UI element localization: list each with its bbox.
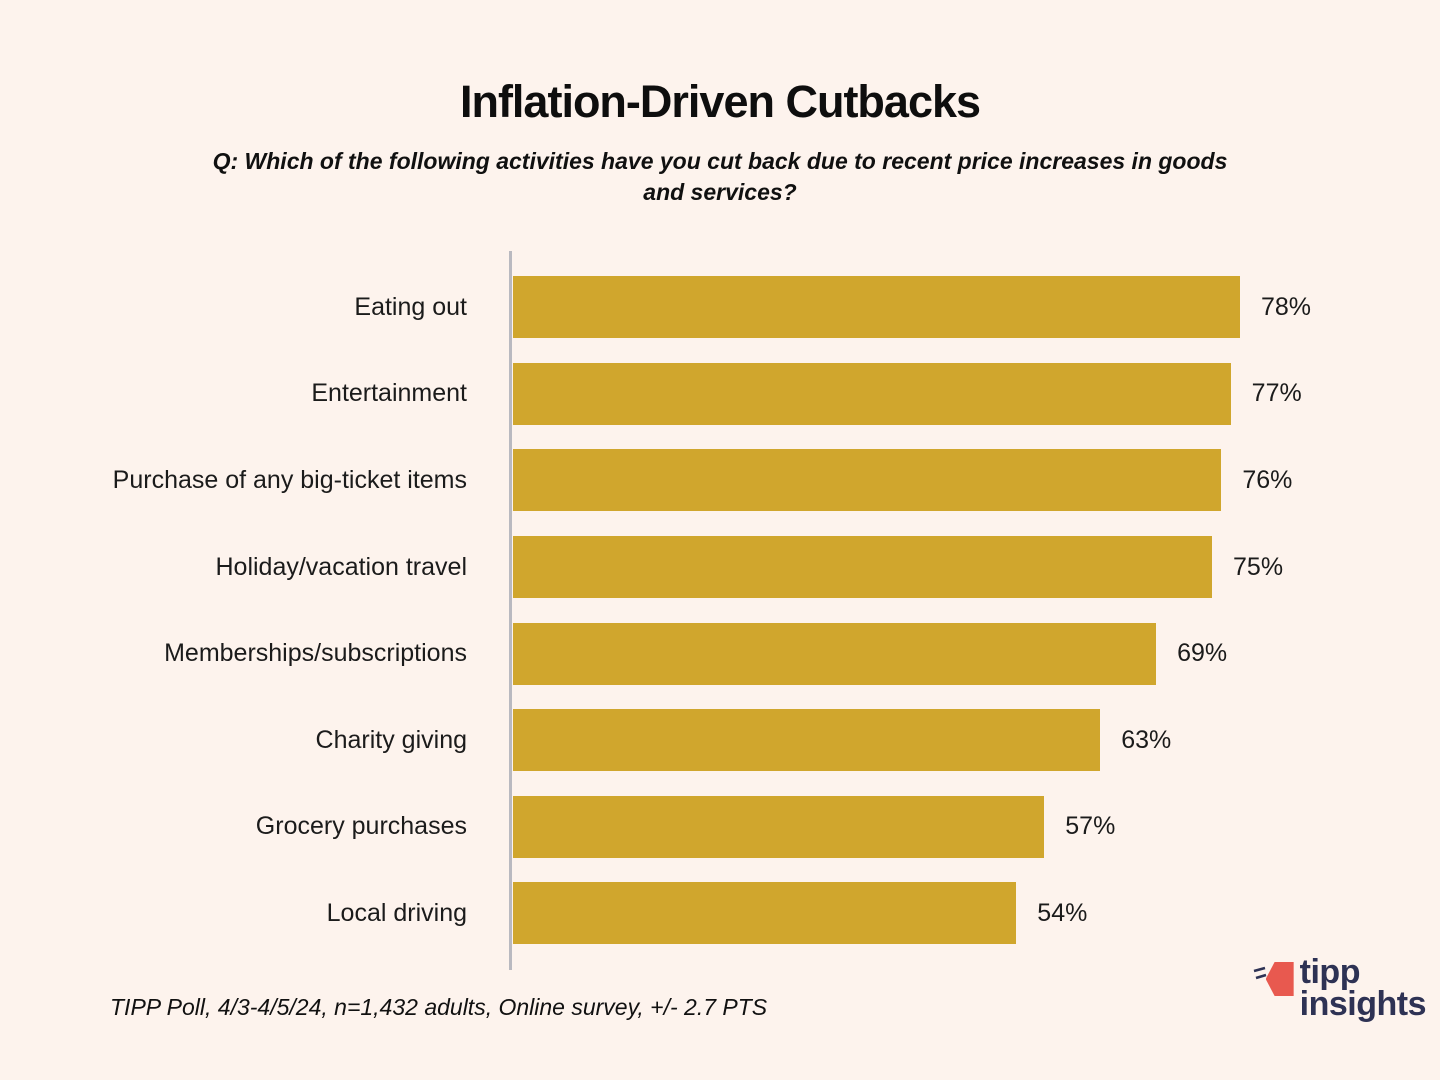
bar-row: Holiday/vacation travel 75% <box>0 524 1440 611</box>
bar-row: Grocery purchases 57% <box>0 784 1440 871</box>
bar-value-label: 78% <box>1261 292 1312 321</box>
logo-line2: insights <box>1299 985 1427 1023</box>
category-label: Purchase of any big-ticket items <box>112 465 467 494</box>
category-label: Entertainment <box>311 379 467 408</box>
bar-area: 54% <box>513 882 1088 945</box>
logo-speed-lines-icon <box>1253 966 1267 980</box>
bar-area: 77% <box>513 362 1302 425</box>
bar-area: 63% <box>513 709 1172 772</box>
category-label: Memberships/subscriptions <box>164 639 467 668</box>
bar <box>513 276 1240 339</box>
tipp-flag-arrow-icon <box>1253 960 1296 1000</box>
logo-wordmark: tipp insights <box>1299 953 1427 1023</box>
bar-value-label: 77% <box>1251 379 1302 408</box>
bar-area: 69% <box>513 622 1228 685</box>
y-axis-line <box>509 251 512 970</box>
bar-value-label: 63% <box>1121 725 1172 754</box>
bar-value-label: 75% <box>1233 552 1284 581</box>
bar-value-label: 54% <box>1037 898 1088 927</box>
bar-row: Eating out 78% <box>0 264 1440 351</box>
bar-value-label: 69% <box>1177 639 1228 668</box>
bar <box>513 622 1157 685</box>
tipp-insights-logo: tipp insights <box>1253 953 1427 1023</box>
bar <box>513 709 1101 772</box>
bar <box>513 795 1045 858</box>
category-label: Local driving <box>326 898 467 927</box>
bar-row: Memberships/subscriptions 69% <box>0 610 1440 697</box>
bar-row: Local driving 54% <box>0 870 1440 957</box>
category-label: Holiday/vacation travel <box>215 552 467 581</box>
category-label: Eating out <box>354 292 467 321</box>
bar <box>513 449 1222 512</box>
chart-header: Inflation-Driven Cutbacks Q: Which of th… <box>0 0 1440 208</box>
logo-flag-shape <box>1265 962 1294 996</box>
bar-area: 57% <box>513 795 1116 858</box>
bar-chart: Eating out 78% Entertainment 77% Purchas… <box>0 251 1440 970</box>
bar-row: Purchase of any big-ticket items 76% <box>0 437 1440 524</box>
bar-rows: Eating out 78% Entertainment 77% Purchas… <box>0 264 1440 957</box>
source-note: TIPP Poll, 4/3-4/5/24, n=1,432 adults, O… <box>110 994 768 1020</box>
bar-area: 75% <box>513 536 1284 599</box>
bar-value-label: 76% <box>1242 465 1293 494</box>
bar <box>513 882 1017 945</box>
bar <box>513 362 1231 425</box>
bar-area: 76% <box>513 449 1293 512</box>
page-title: Inflation-Driven Cutbacks <box>459 76 981 127</box>
bar-area: 78% <box>513 276 1312 339</box>
survey-question-subtitle: Q: Which of the following activities hav… <box>212 148 1228 205</box>
category-label: Grocery purchases <box>255 812 467 841</box>
category-label: Charity giving <box>315 725 467 754</box>
bar-value-label: 57% <box>1065 812 1116 841</box>
bar <box>513 536 1213 599</box>
bar-row: Entertainment 77% <box>0 351 1440 438</box>
bar-row: Charity giving 63% <box>0 697 1440 784</box>
logo-line1: tipp <box>1299 953 1361 991</box>
